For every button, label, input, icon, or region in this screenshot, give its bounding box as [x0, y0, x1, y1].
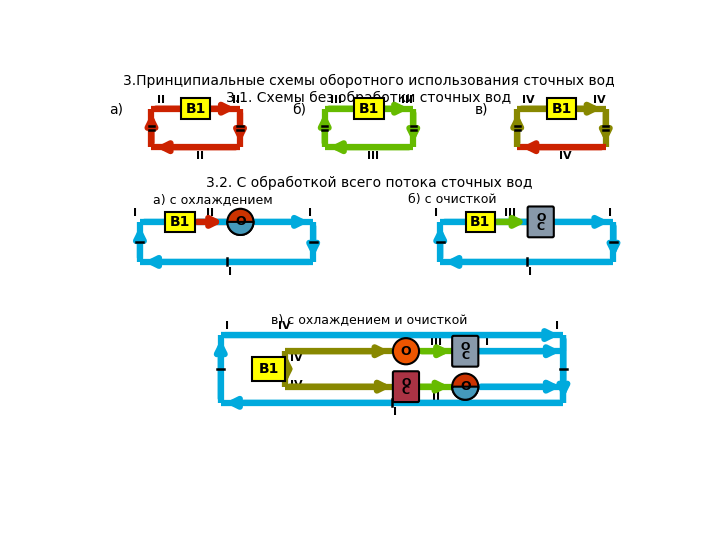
Text: II: II [431, 392, 440, 402]
Text: O: O [235, 215, 246, 228]
Text: б): б) [292, 103, 306, 117]
Ellipse shape [452, 374, 478, 400]
Text: IV: IV [290, 380, 302, 390]
FancyBboxPatch shape [452, 336, 478, 367]
Text: II: II [196, 151, 204, 161]
Wedge shape [228, 222, 253, 235]
FancyBboxPatch shape [166, 212, 194, 232]
Text: I: I [225, 321, 229, 331]
Text: O: O [460, 380, 471, 393]
FancyBboxPatch shape [393, 372, 419, 402]
Text: III: III [401, 95, 413, 105]
Text: I: I [133, 208, 138, 218]
Text: B1: B1 [552, 102, 572, 116]
Text: а): а) [109, 103, 122, 117]
Ellipse shape [393, 338, 419, 365]
Text: О: О [461, 342, 470, 353]
Text: О: О [536, 213, 545, 223]
Text: в): в) [474, 103, 488, 117]
Text: B1: B1 [470, 215, 490, 229]
Text: б) с очисткой: б) с очисткой [408, 193, 496, 206]
Text: IV: IV [593, 95, 606, 105]
Text: О: О [401, 378, 410, 388]
Text: С: С [536, 221, 545, 232]
Wedge shape [452, 387, 478, 400]
FancyBboxPatch shape [528, 206, 554, 237]
Text: 3.1. Схемы без обработки сточных вод: 3.1. Схемы без обработки сточных вод [226, 91, 512, 105]
Text: IV: IV [278, 321, 290, 331]
Text: II: II [232, 95, 240, 105]
Text: 3.Принципиальные схемы оборотного использования сточных вод: 3.Принципиальные схемы оборотного исполь… [123, 74, 615, 88]
Text: III: III [505, 208, 516, 218]
Text: III: III [430, 338, 441, 347]
FancyBboxPatch shape [251, 357, 285, 381]
Text: B1: B1 [170, 215, 190, 229]
Text: IV: IV [290, 353, 302, 363]
Text: III: III [330, 95, 341, 105]
Text: II: II [206, 208, 214, 218]
Text: O: O [400, 345, 411, 357]
Text: B1: B1 [359, 102, 379, 116]
Text: I: I [308, 208, 312, 218]
Ellipse shape [228, 209, 253, 235]
Text: I: I [485, 338, 489, 347]
Text: I: I [608, 208, 613, 218]
Text: III: III [367, 151, 379, 161]
Text: I: I [228, 267, 232, 276]
Text: IV: IV [559, 151, 572, 161]
FancyBboxPatch shape [181, 98, 210, 119]
Text: 3.2. С обработкой всего потока сточных вод: 3.2. С обработкой всего потока сточных в… [206, 176, 532, 190]
Text: в) с охлаждением и очисткой: в) с охлаждением и очисткой [271, 313, 467, 326]
Text: С: С [462, 351, 469, 361]
Text: IV: IV [522, 95, 534, 105]
Text: B1: B1 [186, 102, 206, 116]
Text: I: I [555, 321, 559, 331]
FancyBboxPatch shape [466, 212, 495, 232]
Text: I: I [433, 208, 438, 218]
Text: I: I [393, 408, 397, 417]
Text: B1: B1 [258, 362, 279, 376]
Text: С: С [402, 386, 410, 396]
Text: II: II [157, 95, 165, 105]
Text: а) с охлаждением: а) с охлаждением [153, 193, 273, 206]
Text: I: I [528, 267, 532, 276]
FancyBboxPatch shape [547, 98, 576, 119]
FancyBboxPatch shape [354, 98, 384, 119]
